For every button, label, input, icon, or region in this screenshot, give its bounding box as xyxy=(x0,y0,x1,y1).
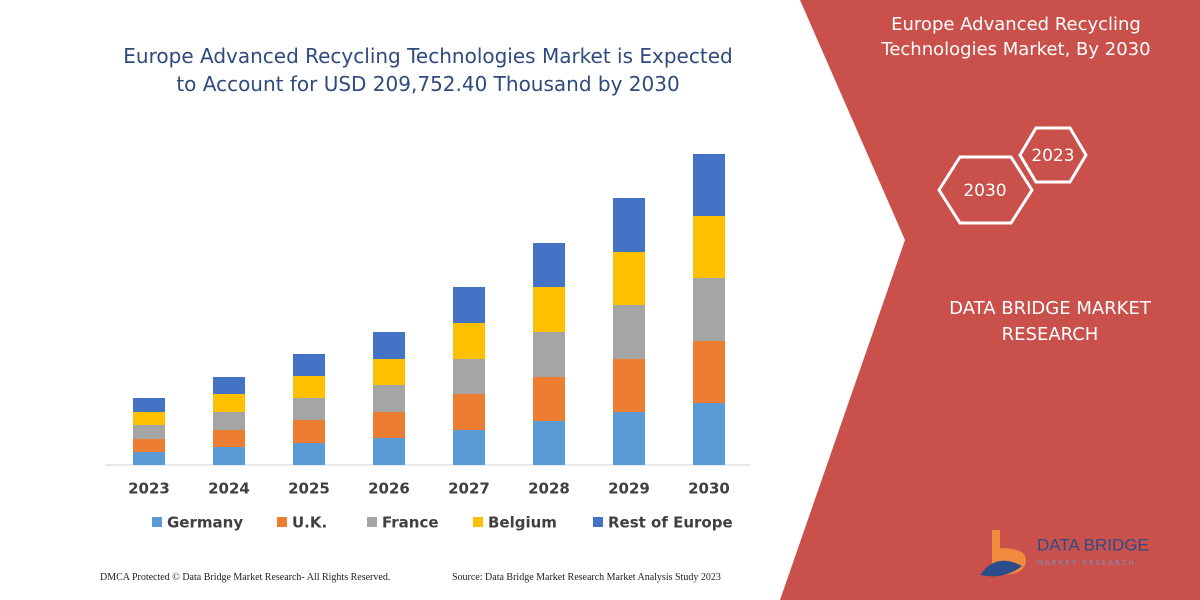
bar-segment xyxy=(373,332,405,359)
bar-segment xyxy=(613,359,645,412)
panel-title: Europe Advanced Recycling Technologies M… xyxy=(881,14,1151,60)
x-tick-label: 2027 xyxy=(448,480,490,498)
legend-swatch xyxy=(277,517,287,527)
x-tick-label: 2029 xyxy=(608,480,650,498)
chart-title: Europe Advanced Recycling Technologies M… xyxy=(123,44,733,96)
legend-label: Rest of Europe xyxy=(608,514,733,532)
bar-segment xyxy=(693,403,725,465)
x-tick-label: 2030 xyxy=(688,480,730,498)
legend-swatch xyxy=(593,517,603,527)
footer-right: Source: Data Bridge Market Research Mark… xyxy=(452,572,721,583)
bar-segment xyxy=(453,323,485,359)
bar-segment xyxy=(213,430,245,447)
bar-segment xyxy=(133,425,165,439)
x-tick-label: 2025 xyxy=(288,480,330,498)
bar-segment xyxy=(133,439,165,452)
bar-segment xyxy=(213,447,245,465)
bar-segment xyxy=(533,243,565,287)
hexagon-label: 2023 xyxy=(1031,146,1074,166)
bar-segment xyxy=(533,332,565,377)
bar-segment xyxy=(133,452,165,465)
legend-label: France xyxy=(382,514,439,532)
bar-segment xyxy=(453,394,485,430)
bar-segment xyxy=(133,412,165,425)
bar-segment xyxy=(693,154,725,216)
legend-swatch xyxy=(473,517,483,527)
bar-segment xyxy=(373,412,405,438)
bar-segment xyxy=(533,421,565,465)
logo-text: DATA BRIDGE xyxy=(1037,535,1149,554)
bar-segment xyxy=(613,305,645,359)
bar-segment xyxy=(533,287,565,332)
legend-swatch xyxy=(367,517,377,527)
bar-segment xyxy=(693,341,725,403)
bar-segment xyxy=(613,412,645,465)
bar-segment xyxy=(693,216,725,278)
side-panel xyxy=(780,0,1200,600)
legend-swatch xyxy=(152,517,162,527)
bar-segment xyxy=(293,376,325,398)
bar-segment xyxy=(293,420,325,443)
brand-text: DATA BRIDGE MARKET RESEARCH xyxy=(949,298,1151,345)
bar-segment xyxy=(293,443,325,465)
bar-segment xyxy=(533,377,565,421)
bar-segment xyxy=(213,412,245,430)
x-tick-label: 2026 xyxy=(368,480,410,498)
hexagon xyxy=(937,155,1034,225)
x-tick-label: 2028 xyxy=(528,480,570,498)
x-tick-label: 2023 xyxy=(128,480,170,498)
bar-segment xyxy=(453,430,485,465)
hexagon xyxy=(1018,126,1088,184)
hexagon-label: 2030 xyxy=(963,181,1006,201)
bar-segment xyxy=(613,252,645,305)
x-tick-label: 2024 xyxy=(208,480,250,498)
bar-segment xyxy=(133,398,165,412)
bar-segment xyxy=(613,198,645,252)
bar-segment xyxy=(693,278,725,341)
bar-segment xyxy=(293,398,325,420)
bar-segment xyxy=(213,377,245,394)
logo-subtext: MARKET RESEARCH xyxy=(1037,559,1136,567)
bar-segment xyxy=(293,354,325,376)
legend-label: Belgium xyxy=(488,514,557,532)
bar-segment xyxy=(373,359,405,385)
bar-segment xyxy=(373,385,405,412)
bar-segment xyxy=(373,438,405,465)
legend-label: U.K. xyxy=(292,514,327,532)
logo-icon xyxy=(980,560,1022,577)
bar-segment xyxy=(453,287,485,323)
legend-label: Germany xyxy=(167,514,243,532)
bar-segment xyxy=(213,394,245,412)
footer-left: DMCA Protected © Data Bridge Market Rese… xyxy=(100,572,391,583)
bar-segment xyxy=(453,359,485,394)
